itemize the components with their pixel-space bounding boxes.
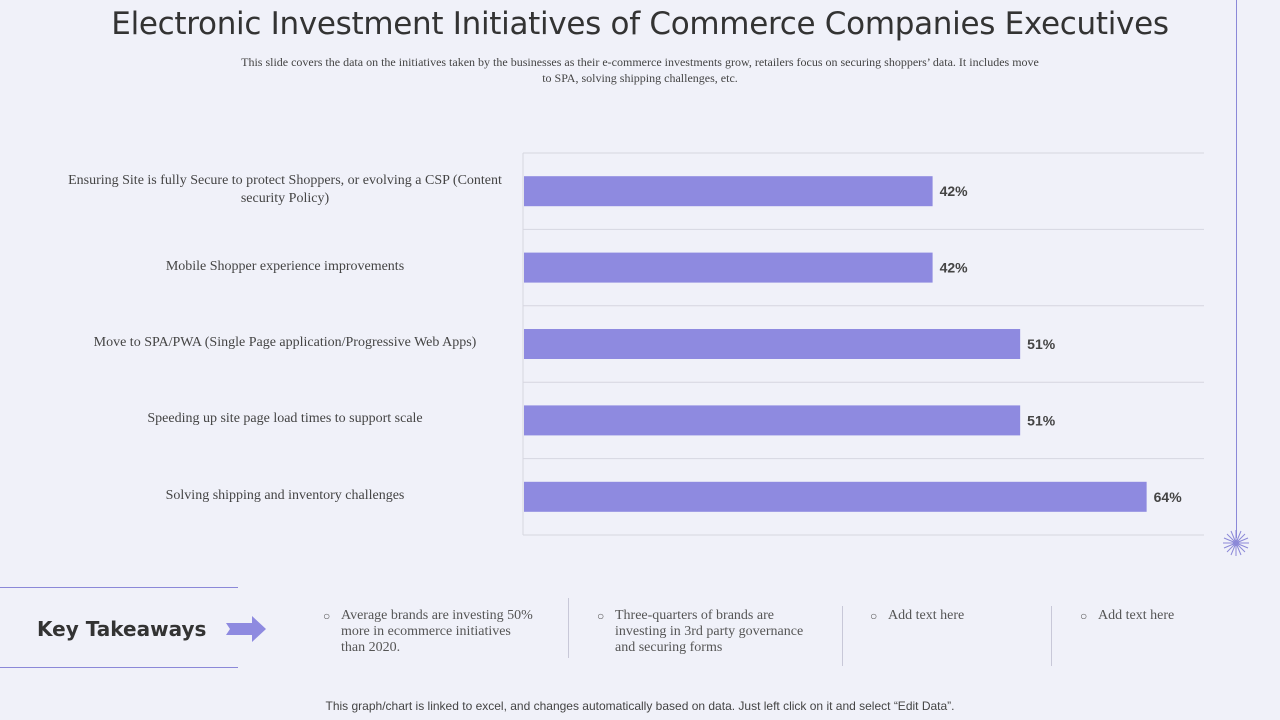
- key-takeaways-top-line: [0, 587, 238, 588]
- category-label: Mobile Shopper experience improvements: [165, 258, 405, 274]
- takeaway-text: Average brands are investing 50% more in…: [341, 608, 533, 655]
- bar-chart: 42% 42% 51% 51% 64% Ensuring Site is fully S…: [0, 150, 1280, 540]
- category-label: Solving shipping and inventory challenge…: [165, 487, 405, 503]
- takeaway-item: ○ Three-quarters of brands are investing…: [597, 608, 822, 656]
- data-label: 51%: [1027, 336, 1056, 352]
- takeaway-item: ○ Add text here: [1080, 608, 1240, 624]
- data-label: 51%: [1027, 412, 1056, 428]
- sparkle-icon: [1223, 530, 1249, 556]
- category-label: Ensuring Site is fully Secure to protect…: [68, 173, 502, 207]
- decorative-vertical-line: [1236, 0, 1237, 538]
- data-label: 64%: [1154, 489, 1183, 505]
- takeaway-text: Add text here: [1098, 608, 1175, 623]
- category-label: Speeding up site page load times to supp…: [147, 411, 423, 427]
- data-label: 42%: [940, 260, 969, 276]
- takeaway-divider: [1051, 606, 1052, 666]
- footer-note: This graph/chart is linked to excel, and…: [325, 699, 955, 713]
- bullet-circle-icon: ○: [597, 609, 605, 623]
- bullet-circle-icon: ○: [870, 609, 878, 623]
- takeaway-item: ○ Add text here: [870, 608, 1030, 624]
- category-label: Move to SPA/PWA (Single Page application…: [93, 335, 477, 350]
- page-subtitle: This slide covers the data on the initia…: [241, 55, 1039, 85]
- takeaway-text: Three-quarters of brands are investing i…: [615, 608, 804, 655]
- key-takeaways-label: Key Takeaways: [37, 617, 207, 641]
- bar-chart-svg: 42% 42% 51% 51% 64%: [522, 152, 1204, 536]
- key-takeaways-bottom-line: [0, 667, 238, 668]
- bar: [524, 405, 1021, 436]
- bar: [524, 176, 933, 207]
- bar: [524, 329, 1021, 359]
- takeaway-divider: [842, 606, 843, 666]
- bullet-circle-icon: ○: [323, 609, 331, 623]
- bar: [524, 252, 933, 283]
- bullet-circle-icon: ○: [1080, 609, 1088, 623]
- bar: [524, 481, 1147, 512]
- takeaway-text: Add text here: [888, 608, 965, 623]
- arrow-right-icon: [226, 616, 266, 642]
- takeaway-item: ○ Average brands are investing 50% more …: [323, 608, 533, 656]
- data-label: 42%: [940, 183, 969, 199]
- takeaway-divider: [568, 598, 569, 658]
- page-title: Electronic Investment Initiatives of Com…: [111, 6, 1169, 42]
